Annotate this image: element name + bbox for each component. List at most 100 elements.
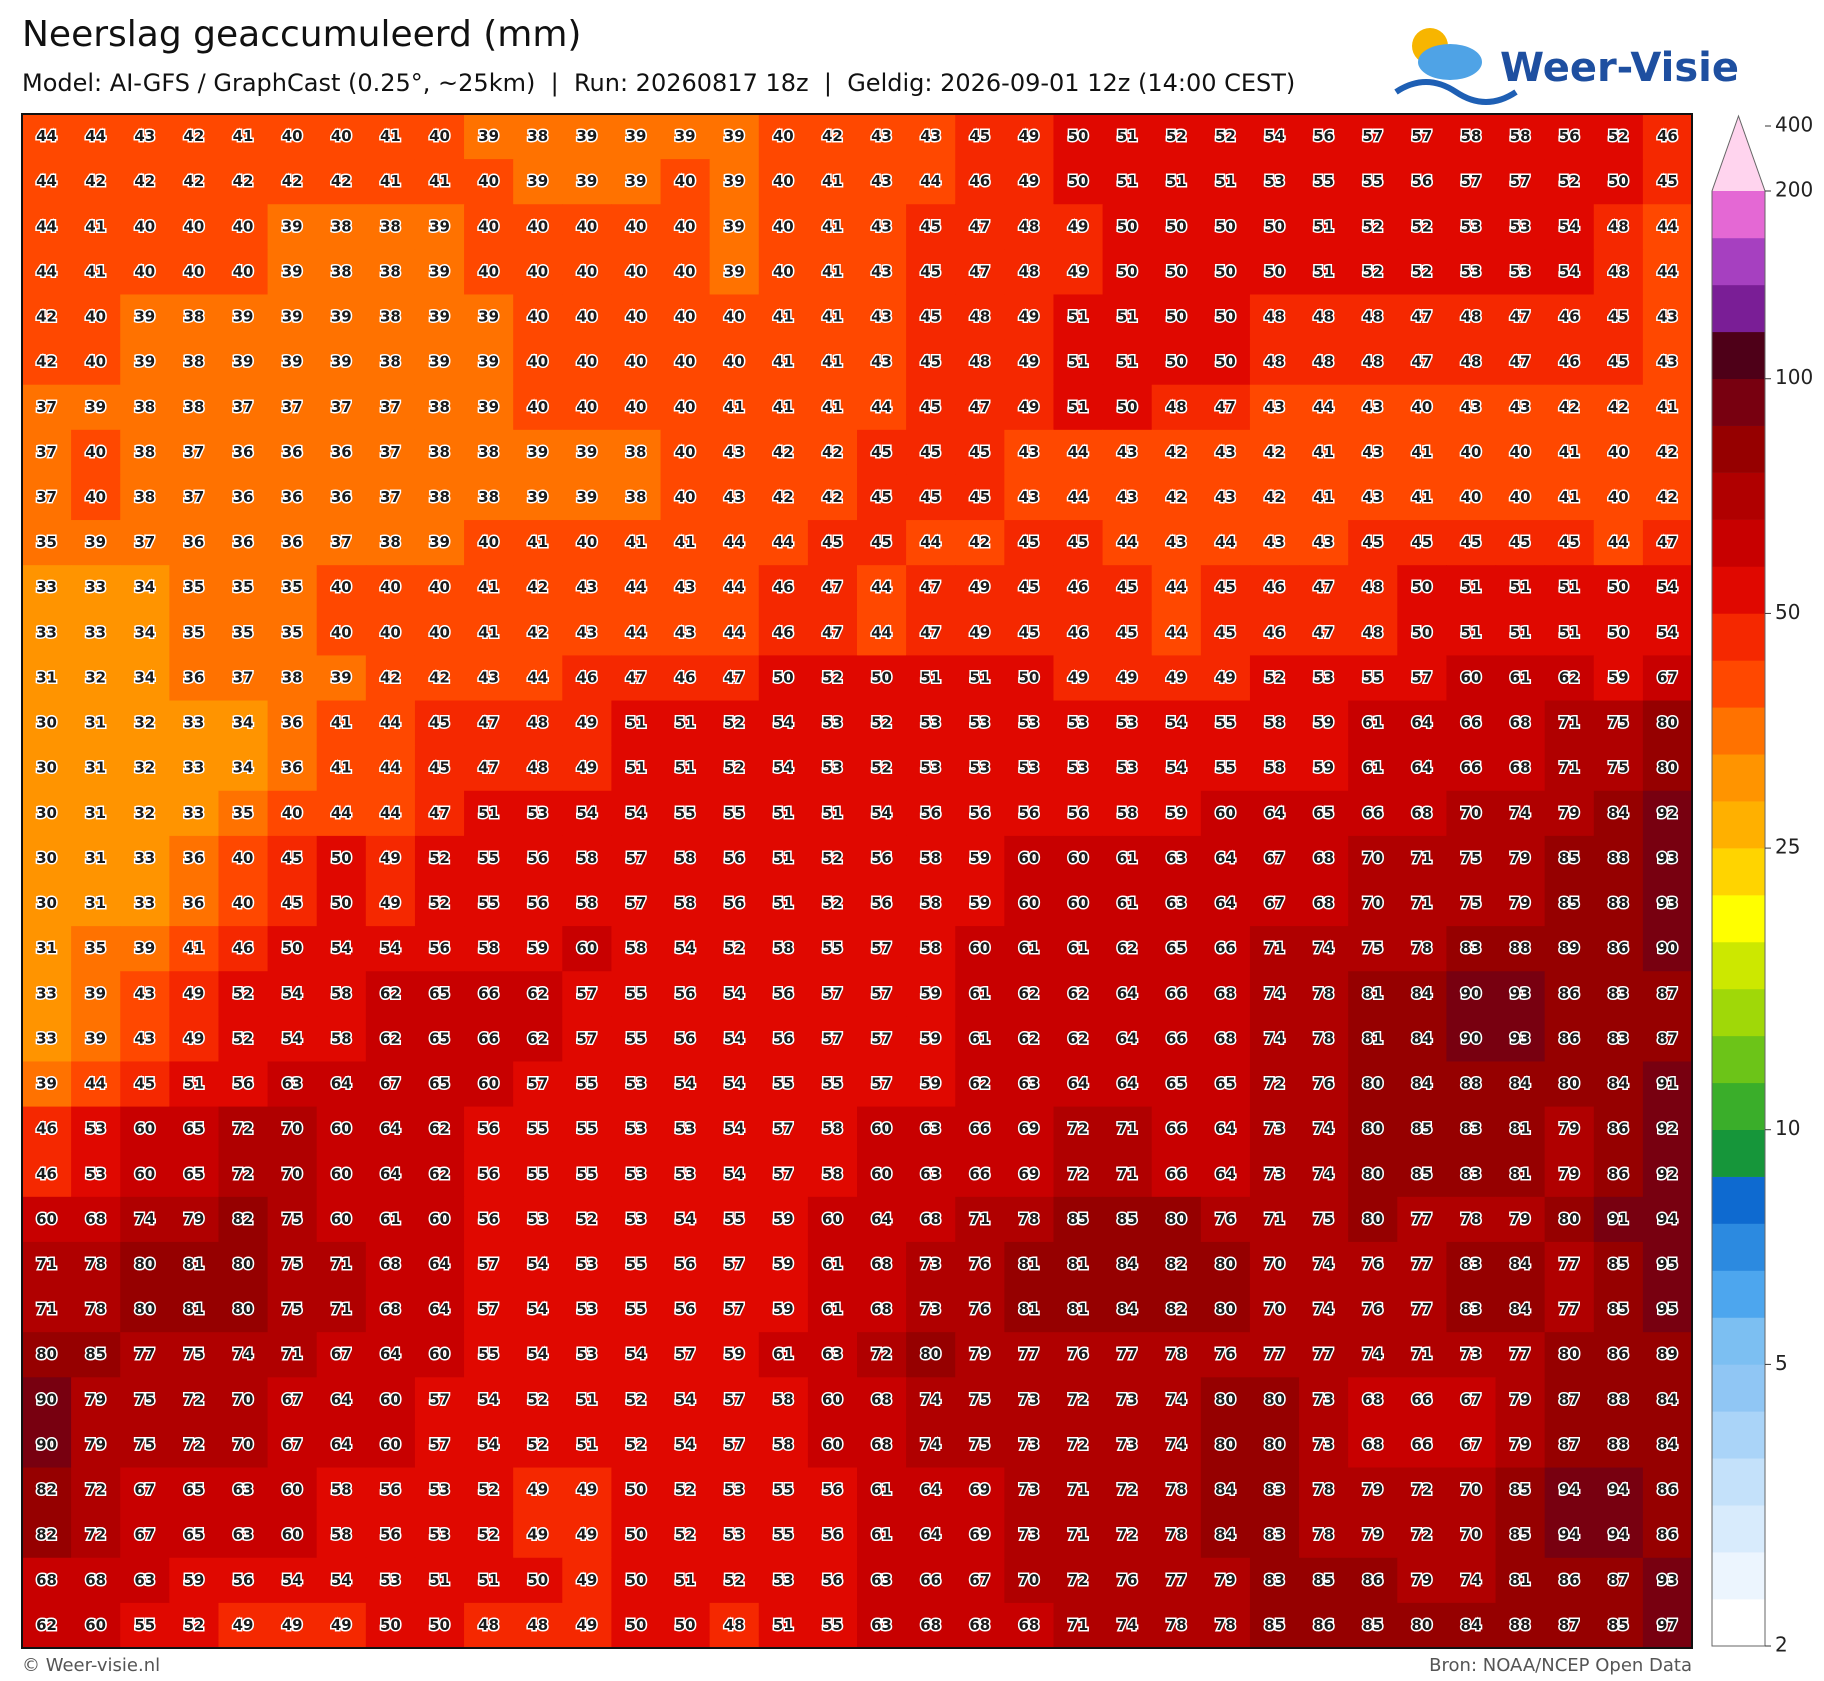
cell-value: 51 (1461, 623, 1482, 641)
cell-value: 49 (380, 849, 401, 867)
precip-cell (1053, 1241, 1104, 1288)
precip-cell (1544, 204, 1595, 250)
precip-cell (1593, 926, 1644, 972)
cell-value: 47 (1313, 623, 1334, 641)
precip-cell (906, 384, 956, 431)
cell-value: 81 (1068, 1255, 1089, 1273)
precip-cell (857, 294, 907, 341)
cell-value: 49 (527, 1481, 548, 1499)
precip-cell (414, 294, 465, 341)
precip-cell (414, 565, 465, 611)
precip-cell (1004, 474, 1054, 521)
precip-cell (120, 1241, 170, 1288)
precip-cell (414, 159, 465, 205)
cell-value: 78 (1411, 939, 1432, 957)
precip-cell (1004, 384, 1054, 431)
precip-cell (267, 159, 318, 205)
precip-cell (414, 1512, 465, 1559)
precip-cell (1642, 1512, 1693, 1559)
cell-value: 53 (380, 1571, 401, 1589)
precip-cell (1397, 926, 1447, 972)
cell-value: 93 (1510, 1029, 1531, 1047)
cell-value: 59 (920, 1075, 941, 1093)
cell-value: 93 (1510, 984, 1531, 1002)
cell-value: 58 (920, 849, 941, 867)
cell-value: 77 (1510, 1345, 1531, 1363)
cell-value: 73 (1018, 1481, 1039, 1499)
precip-cell (1102, 1106, 1153, 1153)
precip-cell (807, 1016, 858, 1062)
precip-cell (1004, 790, 1054, 837)
cell-value: 49 (1018, 172, 1039, 190)
cell-value: 66 (1461, 759, 1482, 777)
cell-value: 70 (282, 1165, 303, 1183)
cell-value: 40 (478, 172, 499, 190)
cell-value: 42 (773, 443, 794, 461)
cell-value: 83 (1461, 1300, 1482, 1318)
cell-value: 57 (871, 1029, 892, 1047)
precip-cell (1446, 1422, 1497, 1469)
precip-cell (22, 204, 72, 250)
precip-cell (414, 881, 465, 927)
precip-cell (955, 881, 1005, 927)
cell-value: 72 (183, 1390, 204, 1408)
precip-cell (1642, 835, 1693, 882)
precip-cell (709, 1422, 760, 1469)
cell-value: 73 (1264, 1120, 1285, 1138)
precip-cell (1053, 926, 1104, 972)
precip-cell (71, 971, 121, 1017)
precip-cell (218, 700, 269, 747)
cell-value: 45 (1018, 578, 1039, 596)
precip-cell (1495, 655, 1546, 702)
precip-cell (1397, 971, 1447, 1017)
precip-cell (660, 926, 711, 972)
precip-cell (1642, 1106, 1693, 1153)
cell-value: 40 (134, 262, 155, 280)
cell-value: 71 (1264, 939, 1285, 957)
cell-value: 77 (1559, 1255, 1580, 1273)
cell-value: 69 (969, 1526, 990, 1544)
precip-cell (71, 1287, 121, 1333)
precip-cell (218, 1377, 269, 1423)
cell-value: 60 (478, 1075, 499, 1093)
cell-value: 56 (478, 1120, 499, 1138)
cell-value: 45 (282, 849, 303, 867)
cell-value: 40 (576, 217, 597, 235)
precip-cell (1495, 339, 1546, 386)
cell-value: 54 (675, 939, 696, 957)
precip-cell (414, 610, 465, 656)
cell-value: 46 (576, 668, 597, 686)
precip-cell (316, 1377, 367, 1423)
precip-cell (1151, 655, 1202, 702)
precip-cell (365, 159, 416, 205)
precip-cell (807, 520, 858, 566)
cell-value: 80 (1362, 1210, 1383, 1228)
precip-cell (316, 1467, 367, 1514)
cell-value: 45 (871, 488, 892, 506)
cell-value: 55 (134, 1616, 155, 1634)
precip-cell (611, 1557, 662, 1604)
precip-cell (1151, 429, 1202, 476)
precip-cell (1200, 881, 1251, 927)
cell-value: 76 (1068, 1345, 1089, 1363)
precip-cell (169, 159, 219, 205)
cell-value: 57 (527, 1075, 548, 1093)
precip-cell (1348, 1241, 1398, 1288)
precip-cell (1151, 1332, 1202, 1378)
precip-cell (1151, 1422, 1202, 1469)
precip-cell (562, 474, 612, 521)
cell-value: 58 (675, 894, 696, 912)
cell-value: 36 (183, 533, 204, 551)
cell-value: 77 (1018, 1345, 1039, 1363)
precip-cell (758, 1377, 809, 1423)
colorbar-outline (1711, 114, 1766, 1647)
cell-value: 40 (773, 127, 794, 145)
precip-cell (611, 1332, 662, 1378)
cell-value: 50 (1068, 172, 1089, 190)
colorbar-band (1712, 1129, 1765, 1177)
cell-value: 68 (1215, 984, 1236, 1002)
cell-value: 38 (429, 488, 450, 506)
precip-cell (1151, 881, 1202, 927)
precip-cell (1249, 926, 1300, 972)
precip-cell (1348, 745, 1398, 792)
